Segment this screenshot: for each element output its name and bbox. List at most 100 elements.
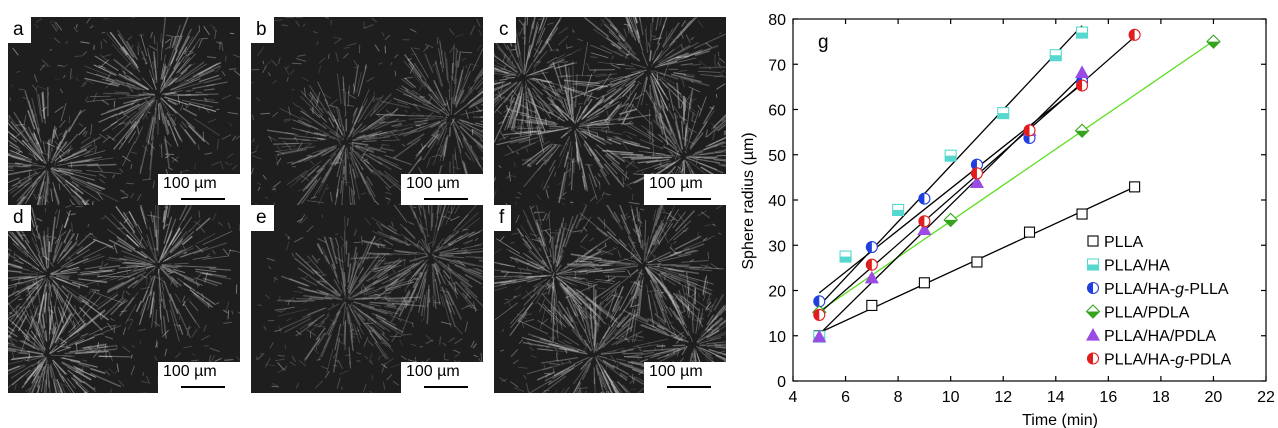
legend-marker-series-3-fill xyxy=(1087,282,1093,294)
y-tick-label: 50 xyxy=(768,148,786,165)
scale-bar-label: 100 µm xyxy=(406,363,460,380)
legend-marker-series-4-fill xyxy=(1086,311,1100,318)
legend-label-series-3: PLLA/HA-g-PLLA xyxy=(1104,281,1229,298)
data-point-series-1 xyxy=(1129,181,1141,193)
data-point-series-3-fill xyxy=(866,241,872,253)
data-point-series-6-fill xyxy=(1076,80,1083,92)
x-tick-label: 6 xyxy=(841,389,850,406)
y-tick-label: 60 xyxy=(768,103,786,120)
scale-bar-c: 100 µm xyxy=(644,174,726,205)
scale-bar-a: 100 µm xyxy=(158,174,240,205)
scale-bar-line xyxy=(424,198,468,200)
legend-marker-series-6-fill xyxy=(1087,353,1093,364)
legend-marker-series-5 xyxy=(1086,328,1100,341)
data-point-series-1 xyxy=(866,299,878,311)
data-point-series-4-fill xyxy=(1206,41,1220,49)
scale-bar-label: 100 µm xyxy=(163,363,217,380)
data-point-series-1 xyxy=(1076,208,1088,220)
x-tick-label: 14 xyxy=(1047,389,1065,406)
data-point-series-2-fill xyxy=(840,256,852,263)
micrograph-a: a 100 µm xyxy=(8,17,240,205)
micrograph-b: b 100 µm xyxy=(251,17,483,205)
micrograph-texture xyxy=(494,205,726,393)
y-tick-label: 0 xyxy=(777,374,786,391)
data-point-series-6-fill xyxy=(813,309,820,321)
data-point-series-2-fill xyxy=(997,113,1009,119)
data-point-series-2-fill xyxy=(945,155,957,162)
data-point-series-4-fill xyxy=(1075,130,1089,138)
y-tick-label: 40 xyxy=(768,193,786,210)
x-tick-label: 16 xyxy=(1099,389,1117,406)
data-point-series-2-fill xyxy=(1050,55,1062,61)
x-tick-label: 4 xyxy=(789,389,798,406)
x-tick-label: 22 xyxy=(1257,389,1275,406)
x-tick-label: 10 xyxy=(942,389,960,406)
micrograph-e: e 100 µm xyxy=(251,205,483,393)
panel-label-b: b xyxy=(251,17,274,43)
y-tick-label: 80 xyxy=(768,12,786,29)
scale-bar-f: 100 µm xyxy=(644,362,726,393)
data-point-series-2-fill xyxy=(892,209,904,216)
x-tick-label: 12 xyxy=(994,389,1012,406)
legend-label-series-6: PLLA/HA-g-PDLA xyxy=(1104,352,1232,369)
plot-frame xyxy=(792,18,1267,382)
scale-bar-label: 100 µm xyxy=(649,363,703,380)
fit-line-series-4 xyxy=(818,40,1214,312)
micrograph-texture xyxy=(251,17,483,205)
data-point-series-6-fill xyxy=(866,259,872,271)
data-point-series-6-fill xyxy=(1024,124,1030,136)
y-tick-label: 70 xyxy=(768,57,786,74)
micrograph-texture xyxy=(8,205,240,393)
legend-marker-series-2-fill xyxy=(1087,264,1099,270)
data-point-series-4-fill xyxy=(944,219,958,227)
panel-label-c: c xyxy=(494,17,516,43)
scale-bar-e: 100 µm xyxy=(401,362,483,393)
fit-line-series-5 xyxy=(818,75,1083,335)
micrograph-f: f 100 µm xyxy=(494,205,726,393)
scale-bar-line xyxy=(667,198,711,200)
data-point-series-3-fill xyxy=(813,295,820,307)
y-axis-label: Sphere radius (µm) xyxy=(740,132,757,269)
scale-bar-line xyxy=(181,386,225,388)
data-point-series-1 xyxy=(918,277,930,289)
data-point-series-6-fill xyxy=(1129,29,1135,41)
panel-label-a: a xyxy=(8,17,31,43)
data-point-series-1 xyxy=(971,256,983,268)
legend-label-series-2: PLLA/HA xyxy=(1104,258,1170,275)
data-point-series-2-fill xyxy=(1076,32,1088,39)
sphere-radius-chart: 4 6 8 10 12 14 16 18 20 22 0 10 20 30 40 50 60 70 80 PLLA PL… xyxy=(740,12,1275,428)
legend-label-series-4: PLLA/PDLA xyxy=(1104,305,1190,322)
legend-label-series-1: PLLA xyxy=(1104,234,1143,251)
panel-label-f: f xyxy=(494,205,512,231)
data-point-series-6-fill xyxy=(918,215,925,227)
micrograph-c: c 100 µm xyxy=(494,17,726,205)
legend-label-series-5: PLLA/HA/PDLA xyxy=(1104,328,1216,345)
scale-bar-b: 100 µm xyxy=(401,174,483,205)
scale-bar-label: 100 µm xyxy=(649,175,703,192)
fit-line-series-2 xyxy=(818,25,1083,307)
y-tick-label: 30 xyxy=(768,238,786,255)
micrograph-texture xyxy=(8,17,240,205)
data-point-series-5 xyxy=(812,329,827,343)
data-point-series-5 xyxy=(917,222,932,236)
micrograph-texture xyxy=(251,205,483,393)
scale-bar-line xyxy=(667,386,711,388)
panel-label-d: d xyxy=(8,205,31,231)
data-point-series-5 xyxy=(864,270,879,284)
y-tick-label: 10 xyxy=(768,329,786,346)
data-point-series-5 xyxy=(969,175,984,188)
scale-bar-line xyxy=(181,198,225,200)
legend-marker-series-1 xyxy=(1087,235,1099,247)
scale-bar-label: 100 µm xyxy=(406,175,460,192)
x-axis-label: Time (min) xyxy=(1022,412,1098,428)
scale-bar-line xyxy=(424,386,468,388)
scale-bar-label: 100 µm xyxy=(163,175,217,192)
data-point-series-1 xyxy=(1023,226,1036,238)
data-point-series-5 xyxy=(1075,65,1090,78)
x-tick-label: 8 xyxy=(894,389,903,406)
data-point-series-3-fill xyxy=(918,193,925,205)
fit-line-series-3 xyxy=(818,83,1083,294)
data-point-series-6-fill xyxy=(971,167,977,179)
chart-panel-label: g xyxy=(818,32,829,53)
y-tick-label: 20 xyxy=(768,284,786,301)
